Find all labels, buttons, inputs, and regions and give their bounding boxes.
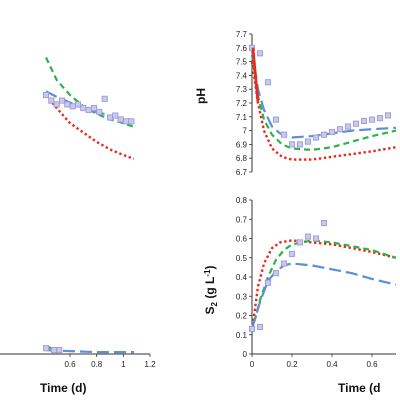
y-tick-label: 7.1 xyxy=(236,113,248,122)
data-point-marker xyxy=(384,112,392,119)
x-tick-label: 0.6 xyxy=(64,360,76,369)
data-point-marker xyxy=(288,141,296,148)
series-line-dash xyxy=(250,54,397,152)
data-point-marker xyxy=(320,131,328,138)
data-point-marker xyxy=(296,239,304,246)
s2-axis-label-main: S xyxy=(203,306,217,314)
data-point-marker xyxy=(280,260,288,267)
data-point-marker xyxy=(336,126,344,133)
x-tick-label: 0.8 xyxy=(91,360,103,369)
bottom-right-x-axis-label: Time (d xyxy=(338,381,380,395)
y-tick-label: 7.7 xyxy=(236,30,248,39)
data-point-marker xyxy=(122,118,130,125)
data-point-marker xyxy=(272,116,280,123)
panels: 6.7 6.8 6.9 7 7.1 7.2 7.3 7.4 7.5 7.6 7.7 0.6 0.8 1 1.… xyxy=(0,30,397,369)
y-tick-label: 0.3 xyxy=(236,292,248,301)
data-point-marker xyxy=(96,108,103,115)
s2-axis-label-close: ) xyxy=(203,266,217,270)
panel-top-left xyxy=(42,57,135,160)
data-point-marker xyxy=(320,220,328,227)
y-tick-label: 0.6 xyxy=(236,235,248,244)
data-point-marker xyxy=(248,325,256,333)
panel-bottom-left: 0.6 0.8 1 1.2 xyxy=(0,345,156,369)
data-point-marker xyxy=(256,50,264,57)
data-point-marker xyxy=(80,105,87,112)
data-point-marker xyxy=(264,79,272,86)
data-point-marker xyxy=(64,101,71,108)
y-tick-label: 7.6 xyxy=(236,44,248,53)
data-point-marker xyxy=(304,233,312,240)
data-point-marker xyxy=(56,347,63,354)
x-tick-label: 0.6 xyxy=(366,360,378,369)
data-point-marker xyxy=(280,131,288,138)
data-point-marker xyxy=(48,97,55,104)
y-tick-label: 0.8 xyxy=(236,196,248,205)
data-point-marker xyxy=(90,105,98,112)
data-point-marker xyxy=(328,128,336,136)
data-point-marker xyxy=(128,118,135,125)
y-tick-label: 7.5 xyxy=(236,58,248,67)
data-point-marker xyxy=(304,138,312,145)
data-point-marker xyxy=(352,120,360,127)
y-tick-label: 6.8 xyxy=(236,154,248,163)
y-tick-label: 0.2 xyxy=(236,312,248,321)
ph-initial-drop-line xyxy=(251,47,260,104)
data-point-marker xyxy=(264,279,272,286)
data-point-marker xyxy=(85,106,92,114)
data-point-marker xyxy=(69,103,76,110)
data-point-marker xyxy=(117,116,124,123)
s2-axis-label-unit: (g L xyxy=(203,277,217,302)
s2-axis-label-sup: -1 xyxy=(203,269,212,277)
series-line-dot xyxy=(45,94,135,160)
s2-axis-label-sub: 2 xyxy=(210,301,219,306)
data-point-marker xyxy=(53,101,60,108)
series-line-long-dash xyxy=(250,262,397,330)
y-tick-label: 0.5 xyxy=(236,254,248,263)
data-point-marker xyxy=(312,134,320,141)
x-tick-label: 1.2 xyxy=(144,360,156,369)
x-tick-label: 0.4 xyxy=(326,360,338,369)
series-line-dash xyxy=(250,239,397,332)
data-point-marker xyxy=(272,270,280,277)
y-tick-label: 6.7 xyxy=(236,168,248,177)
panel-top-right: 6.7 6.8 6.9 7 7.1 7.2 7.3 7.4 7.5 7.6 7.7 xyxy=(236,30,397,177)
data-point-marker xyxy=(368,116,376,123)
data-point-marker xyxy=(360,117,368,124)
y-tick-label: 0.4 xyxy=(236,273,248,282)
data-point-marker xyxy=(376,115,384,122)
series-line-dot xyxy=(250,239,397,332)
data-point-marker xyxy=(106,114,114,121)
x-tick-label: 0.2 xyxy=(286,360,298,369)
data-point-marker xyxy=(50,347,58,354)
data-point-marker xyxy=(58,97,66,104)
x-tick-label: 0 xyxy=(250,360,255,369)
data-point-marker xyxy=(101,95,108,102)
data-point-marker xyxy=(42,345,50,352)
y-tick-label: 0.1 xyxy=(236,331,248,340)
data-point-marker xyxy=(256,323,264,331)
data-point-marker xyxy=(344,123,352,130)
y-tick-label: 7.3 xyxy=(236,85,248,94)
data-point-marker xyxy=(288,250,296,257)
panel-bottom-right: 0 0.1 0.2 0.3 0.4 0.5 0.6 0.7 0.8 0 0.2 0.4 0.6 xyxy=(236,196,397,369)
y-tick-label: 0.7 xyxy=(236,215,248,224)
data-point-marker xyxy=(296,141,304,148)
bottom-left-x-axis-label: Time (d) xyxy=(40,381,86,395)
data-point-marker xyxy=(112,112,119,119)
ph-axis-label: pH xyxy=(194,88,208,104)
series-line-dot xyxy=(250,61,397,161)
data-point-marker xyxy=(42,91,50,99)
x-tick-label: 1 xyxy=(121,360,126,369)
data-point-marker xyxy=(312,235,320,242)
y-tick-label: 0 xyxy=(243,350,248,359)
y-tick-label: 7 xyxy=(243,127,248,136)
y-tick-label: 6.9 xyxy=(236,140,248,149)
series-line-long-dash xyxy=(250,50,397,139)
y-tick-label: 7.2 xyxy=(236,99,248,108)
s2-axis-label: S2 (g L-1) xyxy=(203,266,219,315)
data-point-marker xyxy=(74,101,82,108)
y-tick-label: 7.4 xyxy=(236,71,248,80)
